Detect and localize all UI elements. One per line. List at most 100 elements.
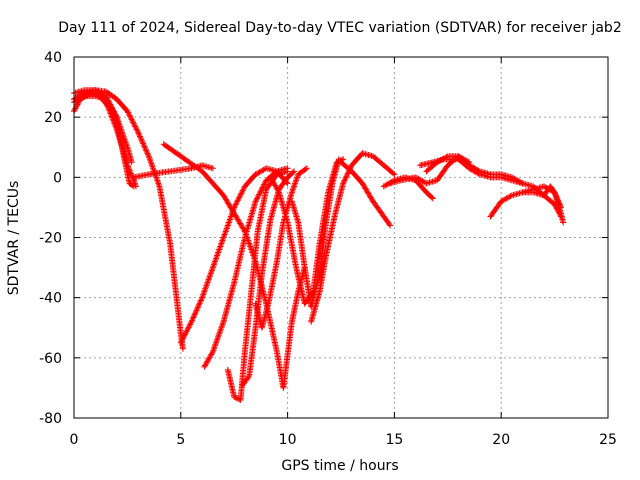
data-point-marker bbox=[182, 331, 189, 338]
data-point-marker bbox=[289, 169, 296, 176]
data-point-marker bbox=[391, 171, 398, 178]
data-point-marker bbox=[126, 112, 133, 119]
data-point-marker bbox=[261, 181, 268, 188]
data-point-marker bbox=[239, 187, 246, 194]
data-point-marker bbox=[124, 159, 131, 166]
series-layer bbox=[71, 87, 567, 403]
x-axis-label: GPS time / hours bbox=[281, 458, 398, 474]
data-point-marker bbox=[261, 180, 268, 187]
data-point-marker bbox=[141, 144, 148, 151]
data-point-marker bbox=[132, 183, 139, 190]
y-tick-label: -40 bbox=[39, 291, 62, 307]
data-point-marker bbox=[235, 195, 242, 202]
data-point-marker bbox=[252, 198, 259, 205]
data-point-marker bbox=[186, 322, 193, 329]
data-point-marker bbox=[187, 321, 194, 328]
data-point-marker bbox=[127, 115, 134, 122]
data-point-marker bbox=[443, 154, 450, 161]
data-point-marker bbox=[342, 176, 349, 183]
data-point-marker bbox=[127, 170, 134, 177]
axis-ticks bbox=[73, 56, 609, 419]
data-point-marker bbox=[124, 163, 131, 170]
data-point-marker bbox=[179, 336, 186, 343]
y-tick-label: -80 bbox=[39, 411, 62, 427]
data-point-marker bbox=[180, 334, 187, 341]
data-point-marker bbox=[253, 195, 260, 202]
chart-title: Day 111 of 2024, Sidereal Day-to-day VTE… bbox=[58, 20, 621, 36]
x-tick-label: 5 bbox=[176, 432, 185, 448]
data-point-marker bbox=[188, 318, 195, 325]
data-point-marker bbox=[387, 222, 394, 229]
data-point-marker bbox=[231, 393, 238, 400]
data-point-marker bbox=[231, 204, 238, 211]
data-point-marker bbox=[560, 219, 567, 226]
data-point-marker bbox=[236, 193, 243, 200]
data-point-marker bbox=[233, 200, 240, 207]
data-point-marker bbox=[234, 198, 241, 205]
data-point-marker bbox=[390, 178, 397, 185]
data-point-marker bbox=[239, 188, 246, 195]
data-point-marker bbox=[74, 101, 81, 108]
data-series bbox=[338, 159, 394, 229]
data-point-marker bbox=[125, 109, 132, 116]
data-point-marker bbox=[194, 305, 201, 312]
data-point-marker bbox=[275, 188, 282, 195]
data-point-marker bbox=[193, 307, 200, 314]
data-point-marker bbox=[254, 194, 261, 201]
axis-tick-labels: 0 5 10 15 20 25 -80 -60 -40 -20 0 20 40 bbox=[39, 50, 617, 448]
data-point-marker bbox=[196, 300, 203, 307]
data-point-marker bbox=[386, 221, 393, 228]
data-point-marker bbox=[256, 189, 263, 196]
data-point-marker bbox=[143, 149, 150, 156]
data-point-marker bbox=[342, 174, 349, 181]
data-point-marker bbox=[189, 315, 196, 322]
data-point-marker bbox=[240, 186, 247, 193]
data-point-marker bbox=[133, 126, 140, 133]
data-point-marker bbox=[429, 195, 436, 202]
data-point-marker bbox=[132, 124, 139, 131]
data-point-marker bbox=[184, 327, 191, 334]
data-point-marker bbox=[184, 325, 191, 332]
data-point-marker bbox=[90, 91, 97, 98]
data-point-marker bbox=[131, 122, 138, 129]
data-point-marker bbox=[128, 116, 135, 123]
data-point-marker bbox=[260, 182, 267, 189]
data-point-marker bbox=[73, 102, 80, 109]
data-point-marker bbox=[130, 119, 137, 126]
data-point-marker bbox=[71, 106, 78, 113]
data-point-marker bbox=[178, 338, 185, 345]
data-point-marker bbox=[303, 165, 310, 172]
data-point-marker bbox=[390, 170, 397, 177]
data-point-marker bbox=[136, 132, 143, 139]
data-point-marker bbox=[232, 201, 239, 208]
data-point-marker bbox=[257, 188, 264, 195]
data-point-marker bbox=[145, 151, 152, 158]
x-tick-label: 10 bbox=[279, 432, 297, 448]
data-point-marker bbox=[189, 317, 196, 324]
data-point-marker bbox=[75, 98, 82, 105]
data-point-marker bbox=[197, 297, 204, 304]
data-point-marker bbox=[72, 105, 79, 112]
data-point-marker bbox=[518, 179, 525, 186]
data-point-marker bbox=[135, 129, 142, 136]
x-tick-label: 15 bbox=[385, 432, 403, 448]
data-point-marker bbox=[134, 127, 141, 134]
data-point-marker bbox=[140, 140, 147, 147]
data-point-marker bbox=[75, 100, 82, 107]
data-point-marker bbox=[135, 130, 142, 137]
x-tick-label: 20 bbox=[492, 432, 510, 448]
data-point-marker bbox=[344, 172, 351, 179]
data-point-marker bbox=[140, 141, 147, 148]
data-point-marker bbox=[88, 90, 95, 97]
data-point-marker bbox=[198, 296, 205, 303]
data-point-marker bbox=[93, 92, 100, 99]
data-point-marker bbox=[92, 91, 99, 98]
data-point-marker bbox=[108, 106, 115, 113]
data-point-marker bbox=[138, 137, 145, 144]
data-point-marker bbox=[236, 194, 243, 201]
data-point-marker bbox=[125, 110, 132, 117]
data-point-marker bbox=[130, 120, 137, 127]
data-point-marker bbox=[258, 185, 265, 192]
data-point-marker bbox=[126, 167, 133, 174]
